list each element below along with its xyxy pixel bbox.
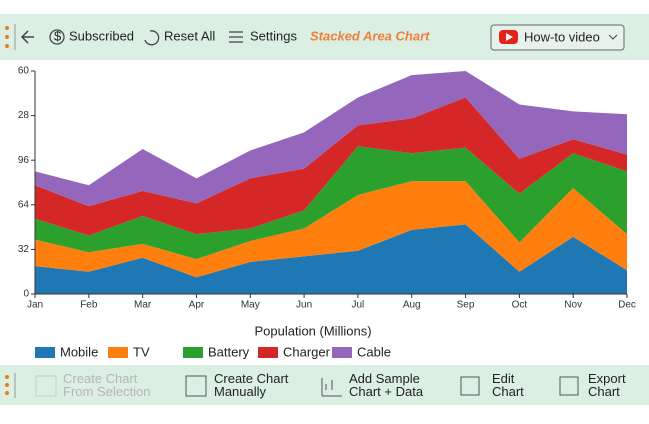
legend-swatch bbox=[258, 347, 278, 358]
y-tick-label: 64 bbox=[18, 199, 30, 210]
x-tick-label: Jun bbox=[296, 300, 312, 311]
add-sample-button[interactable]: Add Sample Chart + Data bbox=[321, 371, 424, 399]
x-tick-label: May bbox=[241, 300, 260, 311]
area bbox=[35, 97, 627, 236]
y-tick-label: 0 bbox=[23, 289, 29, 300]
bottom-toolbar bbox=[0, 365, 649, 405]
button-label: Edit Chart bbox=[492, 371, 524, 399]
area bbox=[35, 71, 627, 207]
legend-item: Cable bbox=[332, 344, 391, 359]
x-tick-label: Dec bbox=[618, 300, 636, 311]
chart: Population (Millions) 0 32 64 96 28 60 Jan Feb M… bbox=[18, 66, 636, 360]
legend-label: Charger bbox=[283, 344, 331, 359]
legend-swatch bbox=[332, 347, 352, 358]
y-tick-label: 32 bbox=[18, 244, 30, 255]
x-tick-label: Oct bbox=[512, 300, 528, 311]
x-tick-label: Jul bbox=[352, 300, 365, 311]
x-tick-label: Feb bbox=[80, 300, 98, 311]
app-title: Stacked Area Chart bbox=[310, 28, 430, 43]
x-tick-label: Jan bbox=[27, 300, 43, 311]
create-from-selection-button[interactable]: Create Chart From Selection bbox=[35, 371, 150, 399]
area bbox=[35, 146, 627, 260]
y-tick-label: 96 bbox=[18, 155, 30, 166]
button-label: Export Chart bbox=[588, 371, 626, 399]
menu-dots bbox=[5, 26, 9, 48]
legend-item: TV bbox=[108, 344, 150, 359]
x-tick-label: Sep bbox=[457, 300, 475, 311]
area bbox=[35, 181, 627, 278]
svg-text:$: $ bbox=[54, 28, 62, 43]
reset-label: Reset All bbox=[164, 28, 215, 43]
area bbox=[35, 224, 627, 294]
x-tick-label: Nov bbox=[564, 300, 582, 311]
x-tick-label: Aug bbox=[403, 300, 421, 311]
legend-swatch bbox=[35, 347, 55, 358]
y-tick-label: 60 bbox=[18, 66, 30, 77]
legend-item: Charger bbox=[258, 344, 331, 359]
legend-item: Battery bbox=[183, 344, 250, 359]
button-label: Create Chart Manually bbox=[214, 371, 289, 399]
settings-button[interactable]: Settings bbox=[229, 28, 297, 43]
legend-label: Cable bbox=[357, 344, 391, 359]
x-tick-label: Apr bbox=[189, 300, 205, 311]
edit-chart-button[interactable]: Edit Chart bbox=[460, 371, 524, 399]
legend-swatch bbox=[183, 347, 203, 358]
button-label: Add Sample Chart + Data bbox=[349, 371, 424, 399]
subscribed-button[interactable]: $ Subscribed bbox=[49, 28, 134, 45]
subscribed-label: Subscribed bbox=[69, 28, 134, 43]
video-label: How-to video bbox=[524, 29, 600, 44]
legend-label: Mobile bbox=[60, 344, 98, 359]
video-button[interactable]: How-to video bbox=[490, 24, 625, 51]
y-tick-label: 28 bbox=[18, 110, 30, 121]
menu-dots bbox=[5, 375, 9, 395]
legend-item: Mobile bbox=[35, 344, 98, 359]
x-tick-label: Mar bbox=[134, 300, 152, 311]
export-chart-button[interactable]: Export Chart bbox=[559, 371, 626, 399]
legend-label: Battery bbox=[208, 344, 250, 359]
create-manually-button[interactable]: Create Chart Manually bbox=[185, 371, 289, 399]
legend-label: TV bbox=[133, 344, 150, 359]
reset-button[interactable]: Reset All bbox=[144, 28, 215, 46]
button-label: Create Chart From Selection bbox=[63, 371, 150, 399]
settings-label: Settings bbox=[250, 28, 297, 43]
back-button[interactable] bbox=[20, 30, 34, 44]
legend-swatch bbox=[108, 347, 128, 358]
x-axis-label: Population (Millions) bbox=[254, 323, 371, 338]
